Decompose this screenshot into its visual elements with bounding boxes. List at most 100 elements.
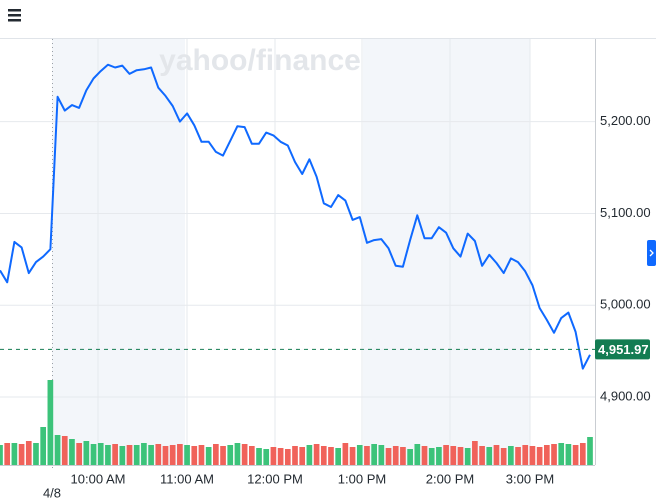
volume-bar [47, 380, 54, 465]
volume-bar [565, 444, 572, 465]
volume-bar [479, 446, 485, 465]
volume-bar [105, 445, 111, 465]
volume-bar [522, 445, 529, 465]
volume-bar [472, 441, 478, 465]
volume-bar [220, 446, 226, 465]
volume-bar [356, 445, 363, 465]
x-tick-label: 2:00 PM [426, 471, 474, 486]
volume-bar [76, 443, 82, 465]
volume-bar [263, 449, 270, 465]
volume-bar [126, 445, 133, 465]
x-tick-label: 12:00 PM [247, 471, 303, 486]
volume-bar [241, 444, 248, 465]
volume-bar [306, 445, 313, 465]
volume-bar [392, 446, 399, 465]
menu-bar [8, 19, 21, 22]
session-band [52, 39, 185, 465]
volume-bar [177, 444, 183, 465]
volume-bar [184, 445, 190, 465]
volume-bar [364, 446, 370, 465]
volume-bar [572, 445, 579, 465]
volume-bar [529, 446, 536, 465]
volume-bar [414, 444, 421, 465]
volume-bar [500, 448, 507, 465]
volume-bar [162, 446, 169, 465]
volume-bar [443, 445, 449, 465]
volume-bar [90, 444, 97, 465]
y-tick-label: 4,900.00 [600, 388, 651, 403]
volume-bar [11, 443, 18, 465]
current-price-box [595, 339, 650, 360]
volume-bar [133, 445, 140, 465]
volume-bar [277, 448, 284, 465]
volume-bar [18, 444, 25, 465]
volume-bar [493, 445, 500, 465]
volume-bar [587, 437, 593, 465]
volume-bar [486, 447, 493, 465]
volume-bar [234, 443, 241, 465]
volume-bar [119, 446, 126, 465]
volume-bar [508, 446, 514, 465]
volume-bar [270, 447, 277, 465]
y-tick-label: 5,200.00 [600, 113, 651, 128]
menu-bar [8, 14, 21, 17]
volume-bar [191, 446, 198, 465]
price-line [0, 63, 591, 370]
volume-bar [148, 445, 154, 465]
volume-bar [4, 443, 11, 465]
volume-bar [69, 439, 75, 465]
volume-bar [25, 441, 32, 465]
volume-bar [436, 447, 442, 465]
volume-bar [450, 446, 457, 465]
volume-bar [83, 441, 90, 465]
volume-bar [97, 443, 104, 465]
volume-bar [61, 436, 68, 465]
volume-bar [328, 447, 334, 465]
tab-arrow [649, 249, 654, 257]
volume-bar [141, 443, 147, 465]
volume-bar [155, 444, 162, 465]
volume-bar [227, 445, 234, 465]
volume-bar [284, 449, 291, 465]
volume-bar [428, 448, 435, 465]
volume-bar [407, 449, 413, 465]
volume-bar [342, 443, 349, 465]
volume-bar [543, 445, 550, 465]
volume-bar [579, 443, 586, 465]
y-tick-label: 5,100.00 [600, 205, 651, 220]
x-tick-label: 3:00 PM [506, 471, 554, 486]
volume-bar [112, 444, 118, 465]
volume-bar [169, 445, 176, 465]
volume-bar [349, 447, 356, 465]
volume-bar [292, 446, 298, 465]
menu-icon[interactable] [8, 9, 21, 22]
volume-bar [536, 447, 543, 465]
date-label: 4/8 [43, 485, 61, 500]
volume-bar [385, 448, 392, 465]
volume-bar [40, 427, 47, 465]
volume-bar [515, 447, 521, 465]
y-tick-label: 5,000.00 [600, 297, 651, 312]
volume-bar [457, 447, 464, 465]
watermark: yahoo/finance [159, 44, 361, 77]
volume-bar [558, 443, 565, 465]
volume-bar [378, 445, 385, 465]
volume-bar [335, 448, 342, 465]
x-tick-label: 1:00 PM [338, 471, 386, 486]
session-band [363, 39, 530, 465]
volume-bar [248, 446, 255, 465]
volume-bar [421, 446, 428, 465]
current-price-label: 4,951.97 [598, 342, 649, 357]
volume-bar [256, 448, 262, 465]
volume-bar [313, 444, 320, 465]
volume-bar [400, 447, 406, 465]
volume-bar [198, 445, 205, 465]
menu-bar [8, 9, 21, 12]
volume-bar [320, 446, 327, 465]
volume-bar [551, 444, 557, 465]
expand-tab[interactable] [647, 240, 656, 266]
volume-bar [299, 447, 306, 465]
tab [647, 240, 656, 266]
volume-bar [54, 435, 61, 465]
